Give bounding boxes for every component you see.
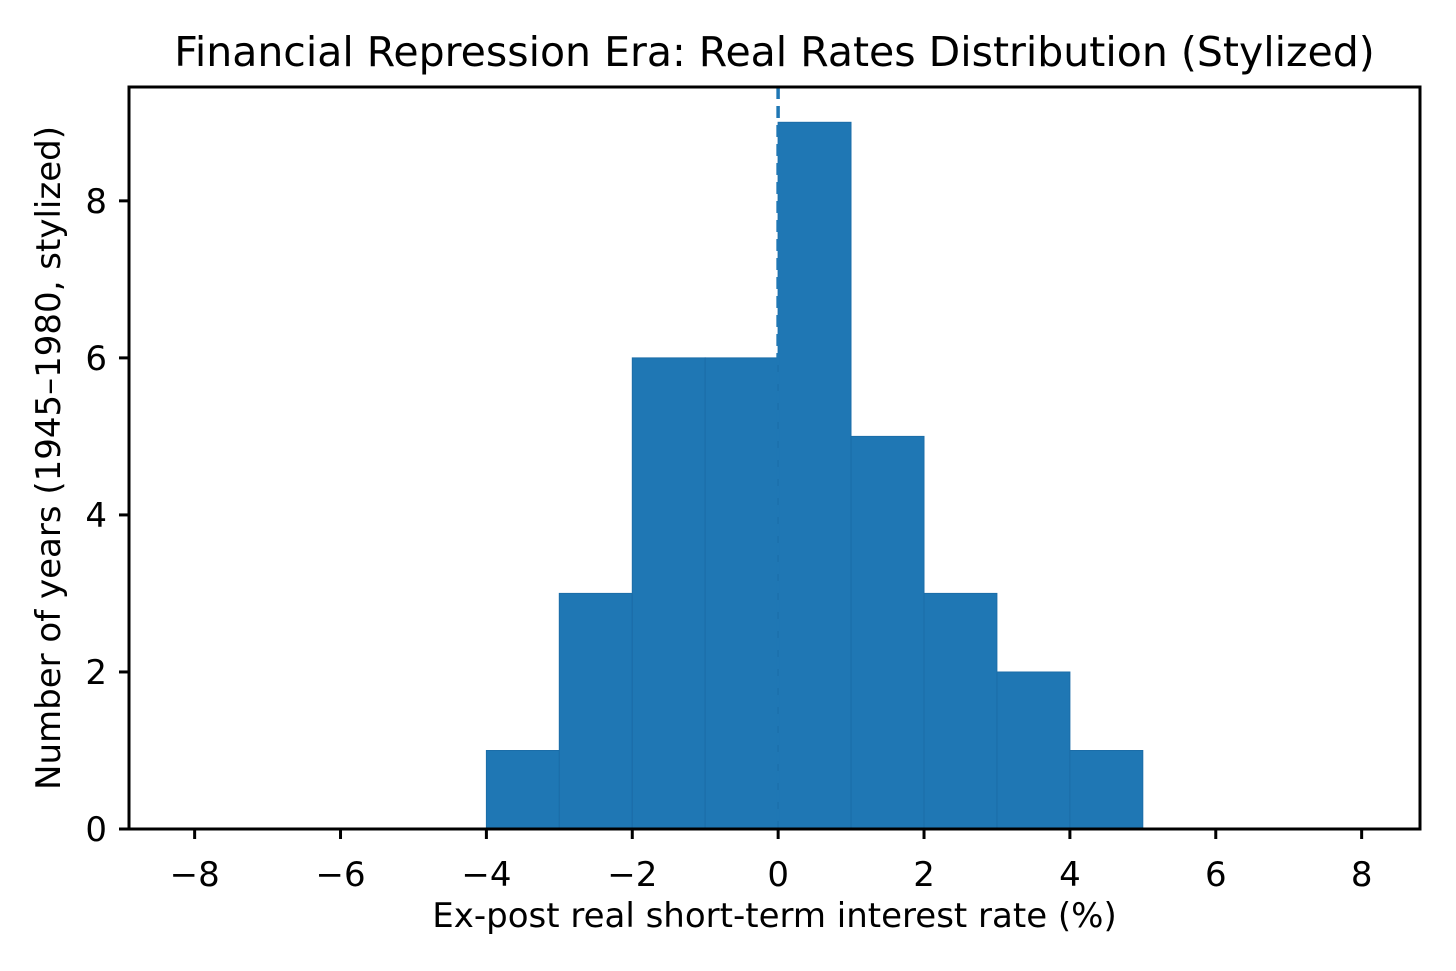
histogram-bar [1069, 750, 1144, 830]
x-tick-label: 0 [767, 855, 789, 895]
axes-box [127, 85, 1422, 831]
x-tick-label: −4 [461, 855, 511, 895]
x-tick-label: 6 [1205, 855, 1227, 895]
histogram-bar [996, 671, 1071, 830]
y-tick-label: 4 [85, 496, 107, 536]
x-tick-label: 4 [1059, 855, 1081, 895]
y-tick-label: 8 [85, 182, 107, 222]
y-axis-label: Number of years (1945–1980, stylized) [29, 126, 69, 790]
y-axis-ticks: 0 2 4 6 8 [85, 182, 129, 850]
histogram-bar [485, 750, 560, 830]
x-tick-label: 2 [913, 855, 935, 895]
x-axis-label: Ex-post real short-term interest rate (%… [432, 896, 1117, 936]
histogram-bar [923, 592, 998, 830]
y-tick-label: 6 [85, 339, 107, 379]
x-tick-label: 8 [1351, 855, 1373, 895]
histogram-bar [631, 357, 706, 830]
y-tick-label: 2 [85, 653, 107, 693]
x-tick-label: −8 [170, 855, 220, 895]
plot-spines [127, 85, 1422, 831]
histogram-bars [485, 121, 1144, 830]
histogram-bar [704, 357, 779, 830]
y-tick-label: 0 [85, 810, 107, 850]
x-axis-ticks: −8 −6 −4 −2 0 2 4 6 8 [170, 829, 1373, 895]
histogram-bar [850, 435, 925, 830]
x-tick-label: −2 [607, 855, 657, 895]
histogram-bar [777, 121, 852, 830]
chart-title: Financial Repression Era: Real Rates Dis… [174, 28, 1375, 76]
x-tick-label: −6 [315, 855, 365, 895]
histogram-bar [558, 592, 633, 830]
